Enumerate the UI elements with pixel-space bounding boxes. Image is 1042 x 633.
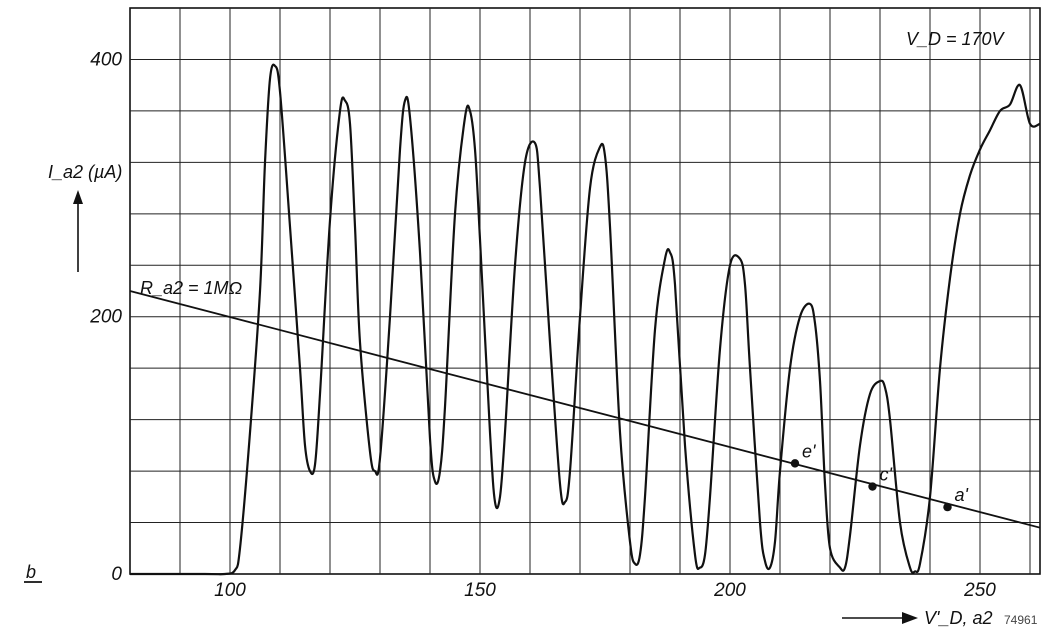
operating-point-marker [868, 482, 877, 491]
x-axis-label: V'_D, a2 [924, 608, 992, 628]
plot-frame [129, 7, 1041, 575]
x-axis-arrow-icon [902, 612, 918, 624]
load-line [129, 290, 1041, 529]
y-axis-arrow-icon [73, 190, 83, 204]
operating-point-marker [943, 502, 952, 512]
operating-point-label: c' [880, 465, 893, 485]
y-tick-label: 400 [90, 49, 122, 70]
y-axis-label: I_a2 (µA) [48, 162, 122, 182]
panel-label: b [26, 562, 36, 582]
x-tick-label: 250 [963, 580, 996, 601]
x-tick-label: 150 [464, 580, 496, 601]
operating-points: e' c' a' [790, 441, 969, 512]
x-tick-label: 100 [214, 580, 246, 601]
operating-point-label: a' [955, 485, 969, 505]
current-curve [130, 63, 1041, 576]
grid [130, 8, 1040, 574]
operating-point-marker [790, 459, 800, 468]
figure-number: 74961 [1004, 613, 1038, 627]
y-tick-label: 0 [111, 564, 122, 585]
y-tick-label: 200 [89, 307, 122, 328]
operating-point-label: e' [802, 441, 816, 461]
load-line-label: R_a2 = 1MΩ [140, 278, 243, 298]
voltage-annotation: V_D = 170V [906, 29, 1006, 49]
tick-labels: 100 150 200 250 0 200 400 [89, 49, 996, 601]
x-tick-label: 200 [713, 580, 746, 601]
